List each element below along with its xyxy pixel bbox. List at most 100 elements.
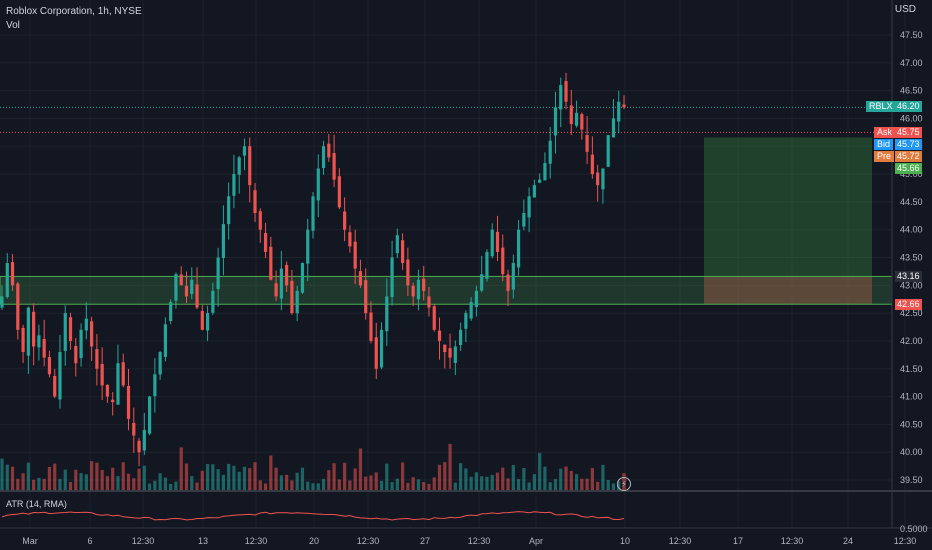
candle-body — [516, 229, 521, 268]
volume-label[interactable]: Vol — [6, 20, 20, 31]
candle-body — [385, 296, 389, 332]
volume-bar — [401, 462, 405, 490]
symbol-price-label: 46.20 — [895, 101, 922, 112]
candle-body — [190, 279, 194, 295]
lightning-icon[interactable]: ⚡ — [617, 477, 631, 491]
volume-bar — [90, 461, 94, 490]
candle-body — [622, 104, 626, 108]
volume-bar — [522, 467, 526, 490]
candle-body — [343, 211, 347, 230]
volume-bar — [184, 463, 189, 490]
volume-bar — [411, 477, 415, 490]
volume-bar — [480, 476, 484, 490]
candle-body — [490, 229, 494, 257]
currency-label[interactable]: USD — [894, 4, 916, 15]
candle-body — [174, 274, 178, 301]
volume-bar — [485, 476, 489, 490]
volume-bar — [195, 482, 199, 490]
price-tick-label: 42.00 — [900, 336, 923, 346]
volume-bar — [295, 472, 299, 490]
candle-body — [337, 176, 341, 208]
volume-bar — [237, 471, 241, 490]
candle-body — [574, 112, 579, 126]
bid-tag: Bid — [874, 139, 894, 150]
candle-body — [306, 229, 310, 264]
volume-bar — [253, 462, 257, 490]
candle-body — [237, 157, 241, 175]
time-tick-label: 12:30 — [468, 536, 491, 546]
volume-bar — [353, 468, 357, 490]
candle-body — [37, 335, 41, 348]
candle-body — [200, 311, 204, 330]
price-tick-label: 44.00 — [900, 225, 923, 235]
volume-bar — [116, 476, 120, 490]
candle-body — [427, 296, 431, 308]
volume-bar — [348, 480, 352, 490]
candle-body — [411, 285, 415, 297]
candle-body — [179, 274, 183, 286]
volume-bar — [137, 468, 141, 490]
candle-body — [253, 190, 257, 213]
volume-bar — [611, 483, 616, 490]
candle-body — [527, 196, 531, 218]
support-zone — [0, 275, 893, 305]
candle-body — [406, 259, 410, 286]
candle-body — [416, 279, 421, 300]
volume-bar — [32, 479, 36, 490]
symbol-title[interactable]: Roblox Corporation, 1h, NYSE — [6, 6, 142, 17]
candle-body — [453, 346, 457, 363]
candle-body — [585, 135, 589, 152]
candle-body — [348, 232, 352, 247]
candle-body — [474, 290, 479, 307]
volume-bar — [601, 464, 605, 490]
candle-body — [121, 362, 125, 386]
candle-body — [227, 196, 231, 225]
price-tick-label: 46.50 — [900, 86, 923, 96]
volume-bar — [416, 479, 421, 490]
candle-body — [422, 278, 426, 291]
time-tick-label: 24 — [843, 536, 853, 546]
candle-body — [79, 329, 83, 359]
candle-body — [0, 296, 4, 308]
candle-body — [269, 246, 273, 280]
volume-bar — [242, 466, 247, 490]
zone_top-price-label: 43.16 — [895, 271, 922, 282]
atr-line — [1, 511, 625, 521]
ask-tag: Ask — [874, 127, 896, 138]
chart-legend: Roblox Corporation, 1h, NYSE Vol — [6, 5, 142, 33]
candle-body — [506, 274, 510, 291]
time-tick-label: 10 — [620, 536, 630, 546]
volume-bar — [163, 477, 168, 490]
price-tick-label: 43.00 — [900, 280, 923, 290]
candle-body — [580, 114, 584, 130]
candle-body — [163, 324, 168, 357]
atr-indicator-label[interactable]: ATR (14, RMA) — [6, 499, 67, 509]
atr-axis-label: 0.5000 — [900, 524, 928, 534]
volume-bar — [448, 443, 452, 490]
candle-body — [564, 80, 568, 102]
candle-body — [205, 313, 210, 331]
candle-body — [147, 396, 152, 434]
candle-body — [10, 262, 15, 286]
pre-tag: Pre — [874, 151, 895, 162]
volume-bar — [132, 478, 136, 490]
volume-bar — [464, 468, 468, 490]
volume-bar — [495, 472, 500, 490]
volume-bar — [47, 466, 52, 490]
volume-bar — [574, 474, 579, 490]
volume-bar — [111, 467, 115, 490]
volume-bar — [68, 482, 73, 490]
volume-bar — [74, 469, 78, 490]
candle-body — [263, 233, 268, 252]
time-tick-label: 12:30 — [357, 536, 380, 546]
volume-bar — [227, 463, 231, 490]
price-tick-label: 41.00 — [900, 392, 923, 402]
volume-bar — [205, 464, 210, 490]
volume-bar — [590, 468, 594, 490]
candle-body — [495, 231, 500, 252]
volume-bar — [553, 478, 558, 490]
target-price-label: 45.66 — [895, 163, 922, 174]
candle-body — [153, 374, 157, 397]
volume-bar — [332, 463, 336, 490]
